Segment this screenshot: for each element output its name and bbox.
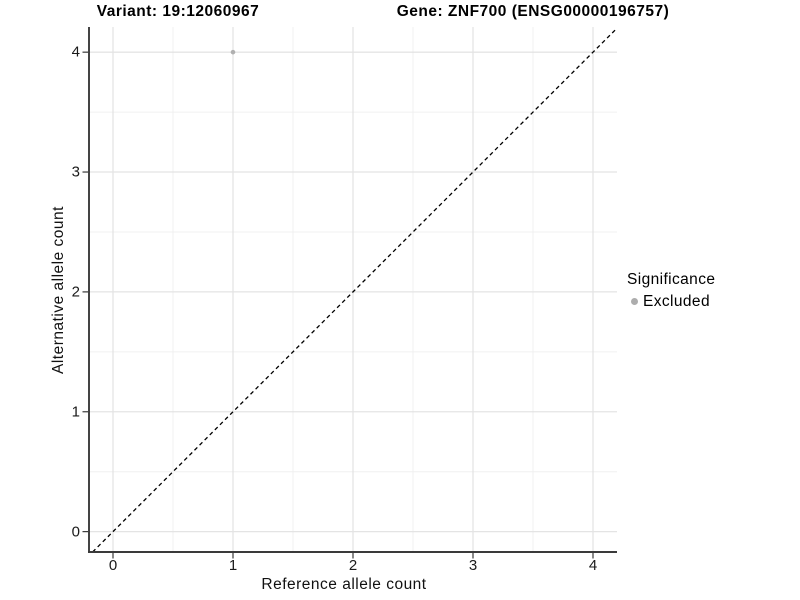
plot-title-variant: Variant: 19:12060967	[96, 3, 260, 20]
legend-entry-excluded: Excluded	[627, 292, 715, 311]
legend-point-icon	[630, 298, 638, 305]
y-tick-label: 1	[71, 403, 80, 421]
y-tick-label: 3	[71, 163, 80, 181]
y-tick-label: 2	[71, 283, 80, 301]
data-point	[230, 49, 236, 55]
x-tick-label: 4	[588, 557, 598, 574]
legend-entry-label: Excluded	[643, 292, 710, 310]
x-axis-title: Reference allele count	[261, 576, 427, 593]
x-tick-label: 0	[108, 557, 118, 574]
x-tick-label: 2	[348, 557, 358, 574]
legend-title: Significance	[627, 271, 716, 288]
y-tick-label: 4	[71, 43, 80, 61]
identity-line	[92, 27, 618, 553]
plot-title-gene: Gene: ZNF700 (ENSG00000196757)	[396, 3, 670, 20]
x-tick-label: 3	[468, 557, 478, 574]
legend-key	[627, 294, 641, 310]
x-tick-label: 1	[228, 557, 238, 574]
legend: Significance Excluded	[627, 270, 715, 311]
y-tick-label: 0	[71, 523, 80, 541]
